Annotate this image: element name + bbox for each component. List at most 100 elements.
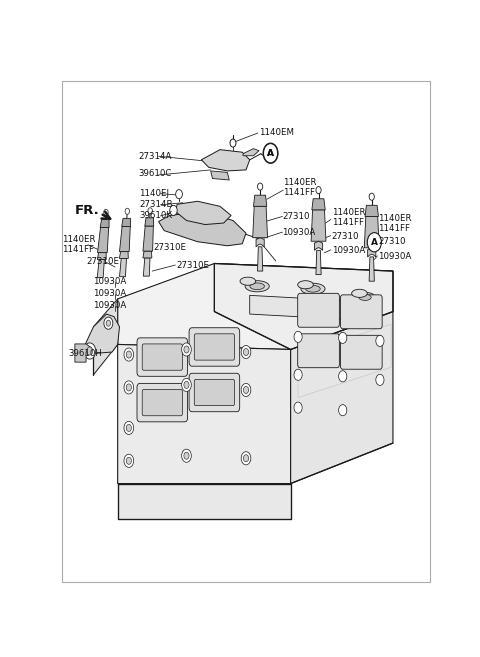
- FancyBboxPatch shape: [298, 293, 339, 327]
- Text: 27314A: 27314A: [138, 152, 171, 161]
- Polygon shape: [97, 252, 106, 260]
- Ellipse shape: [355, 292, 375, 302]
- Circle shape: [241, 451, 251, 465]
- Polygon shape: [118, 344, 290, 484]
- Circle shape: [124, 454, 133, 467]
- Ellipse shape: [298, 281, 313, 289]
- Ellipse shape: [245, 281, 269, 292]
- Text: 10930A: 10930A: [94, 289, 127, 298]
- FancyBboxPatch shape: [137, 384, 188, 422]
- Polygon shape: [120, 227, 130, 252]
- Circle shape: [376, 335, 384, 346]
- Polygon shape: [75, 344, 92, 362]
- Polygon shape: [369, 257, 374, 281]
- Polygon shape: [243, 148, 259, 156]
- Circle shape: [176, 190, 182, 198]
- Polygon shape: [81, 314, 120, 355]
- Ellipse shape: [306, 285, 320, 292]
- FancyBboxPatch shape: [189, 373, 240, 412]
- Polygon shape: [97, 227, 108, 252]
- Polygon shape: [122, 218, 131, 227]
- Circle shape: [294, 402, 302, 413]
- Text: 10930A: 10930A: [282, 227, 316, 237]
- Circle shape: [338, 371, 347, 382]
- Polygon shape: [145, 218, 154, 226]
- Polygon shape: [256, 238, 264, 247]
- Circle shape: [104, 210, 108, 215]
- Circle shape: [104, 317, 113, 329]
- Polygon shape: [100, 219, 109, 227]
- Polygon shape: [368, 248, 376, 257]
- Polygon shape: [202, 150, 250, 171]
- FancyBboxPatch shape: [298, 334, 339, 368]
- Text: A: A: [371, 238, 378, 247]
- Text: 27314B: 27314B: [139, 200, 173, 210]
- Circle shape: [367, 233, 382, 252]
- FancyBboxPatch shape: [142, 344, 182, 371]
- Circle shape: [181, 449, 192, 463]
- FancyBboxPatch shape: [194, 334, 234, 360]
- Polygon shape: [252, 206, 267, 238]
- Circle shape: [106, 320, 110, 327]
- Polygon shape: [120, 258, 126, 277]
- Polygon shape: [298, 324, 391, 397]
- Polygon shape: [94, 299, 118, 374]
- Circle shape: [294, 331, 302, 342]
- Text: 27310: 27310: [378, 237, 406, 246]
- Polygon shape: [120, 252, 128, 258]
- Text: 1140ER
1141FF: 1140ER 1141FF: [332, 208, 365, 227]
- Text: 1140EM: 1140EM: [259, 129, 294, 137]
- Polygon shape: [258, 247, 263, 271]
- FancyBboxPatch shape: [340, 295, 382, 328]
- Polygon shape: [311, 210, 326, 241]
- Ellipse shape: [352, 289, 367, 298]
- Circle shape: [124, 421, 133, 434]
- Circle shape: [184, 346, 189, 353]
- Circle shape: [148, 208, 152, 214]
- Circle shape: [243, 455, 249, 462]
- Text: A: A: [267, 148, 274, 158]
- Polygon shape: [365, 205, 378, 216]
- Polygon shape: [97, 260, 104, 278]
- Text: 10930A: 10930A: [94, 302, 127, 311]
- Polygon shape: [250, 296, 343, 319]
- Polygon shape: [158, 212, 246, 246]
- Circle shape: [338, 332, 347, 344]
- Polygon shape: [364, 216, 379, 248]
- Text: 10930A: 10930A: [332, 246, 365, 255]
- Circle shape: [243, 348, 249, 355]
- Circle shape: [264, 144, 277, 163]
- Circle shape: [338, 405, 347, 416]
- Ellipse shape: [250, 283, 264, 290]
- Circle shape: [369, 193, 374, 200]
- Polygon shape: [175, 201, 231, 225]
- Polygon shape: [253, 195, 267, 206]
- Circle shape: [316, 187, 321, 194]
- Circle shape: [243, 386, 249, 394]
- Polygon shape: [143, 251, 152, 258]
- Circle shape: [87, 347, 93, 355]
- Polygon shape: [143, 226, 153, 251]
- Polygon shape: [144, 258, 150, 276]
- Text: 1140ER
1141FF: 1140ER 1141FF: [283, 178, 317, 197]
- Text: 27310E: 27310E: [153, 243, 186, 252]
- FancyBboxPatch shape: [194, 379, 234, 405]
- Circle shape: [184, 381, 189, 388]
- Text: 10930A: 10930A: [94, 277, 127, 286]
- Polygon shape: [314, 241, 323, 250]
- Text: A: A: [267, 148, 274, 158]
- Text: 10930A: 10930A: [378, 252, 411, 261]
- Circle shape: [181, 378, 192, 392]
- FancyBboxPatch shape: [142, 390, 182, 416]
- Text: 1140EJ: 1140EJ: [139, 189, 169, 198]
- Text: 27310E: 27310E: [176, 261, 209, 269]
- Circle shape: [181, 343, 192, 356]
- Text: FR.: FR.: [75, 204, 100, 217]
- Circle shape: [125, 208, 130, 214]
- Circle shape: [258, 183, 263, 190]
- Polygon shape: [118, 263, 393, 350]
- Text: 1140ER
1141FF: 1140ER 1141FF: [62, 235, 96, 254]
- Ellipse shape: [240, 277, 256, 285]
- Circle shape: [126, 457, 132, 464]
- Circle shape: [230, 139, 236, 147]
